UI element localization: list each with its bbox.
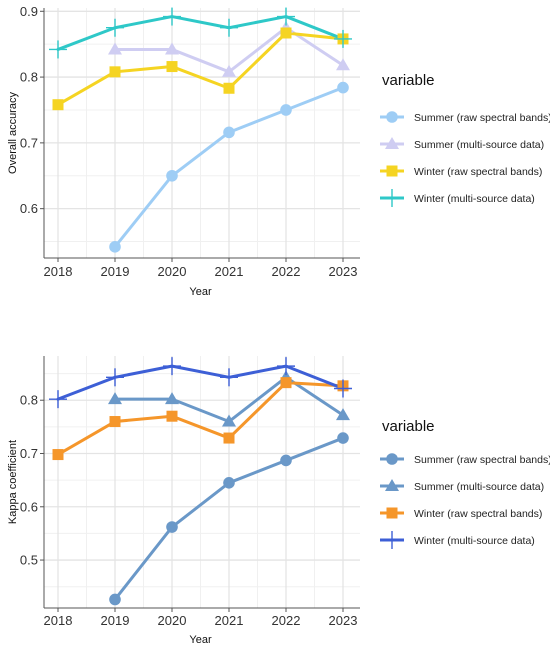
- data-point-1: [166, 169, 178, 182]
- data-point-1: [166, 521, 178, 533]
- data-point-1: [280, 104, 292, 116]
- x-tick-label: 2020: [158, 613, 187, 628]
- data-point-3: [109, 66, 121, 78]
- data-point-2: [108, 392, 122, 405]
- legend-title: variable: [382, 72, 435, 89]
- x-tick-label: 2018: [44, 264, 73, 279]
- series-line-3: [56, 31, 345, 107]
- data-point-3: [166, 410, 178, 422]
- chart-panel-1: 2018 2019 2020 2021 2022 2023 0.6 0.7 0.8 0.9 Year…: [7, 4, 550, 298]
- data-point-2: [336, 58, 350, 71]
- data-point-1: [223, 126, 235, 139]
- x-tick-label: 2023: [329, 264, 358, 279]
- data-point-1: [337, 81, 349, 94]
- data-point-3: [223, 82, 235, 94]
- data-point-1: [337, 432, 349, 444]
- series-line-4: [56, 364, 345, 401]
- legend-key-marker: [386, 111, 398, 123]
- legend-key-marker: [386, 453, 398, 465]
- data-point-1: [109, 593, 121, 606]
- series-line-4: [56, 15, 345, 51]
- y-tick-label: 0.7: [20, 446, 38, 461]
- y-tick-label: 0.8: [20, 70, 38, 85]
- legend-label: Summer (raw spectral bands): [414, 112, 550, 124]
- data-point-2: [165, 392, 179, 405]
- data-point-3: [280, 27, 292, 39]
- x-tick-label: 2023: [329, 613, 358, 628]
- x-tick-label: 2022: [272, 264, 301, 279]
- x-tick-label: 2022: [272, 613, 301, 628]
- series-line-3: [56, 381, 345, 457]
- x-tick-label: 2019: [101, 613, 130, 628]
- data-point-2: [336, 408, 350, 421]
- data-point-3: [52, 99, 64, 111]
- data-point-2: [222, 64, 236, 77]
- legend-label: Winter (multi-source data): [414, 193, 535, 205]
- legend-label: Winter (raw spectral bands): [414, 508, 542, 520]
- plot-background: [44, 356, 360, 608]
- legend-key-marker: [385, 479, 399, 491]
- data-point-3: [223, 432, 235, 444]
- legend-label: Summer (multi-source data): [414, 481, 544, 493]
- y-tick-label: 0.6: [20, 499, 38, 514]
- y-axis-title: Overall accuracy: [7, 92, 19, 174]
- legend-key-marker: [386, 507, 398, 519]
- x-axis-title: Year: [189, 634, 212, 646]
- data-point-3: [109, 416, 121, 428]
- data-point-1: [109, 241, 121, 253]
- x-tick-label: 2018: [44, 613, 73, 628]
- x-tick-label: 2021: [215, 613, 244, 628]
- chart-panel-2: 2018 2019 2020 2021 2022 2023 0.5 0.6 0.7 0.8 Year…: [7, 356, 550, 646]
- y-tick-label: 0.9: [20, 4, 38, 19]
- legend-label: Summer (raw spectral bands): [414, 454, 550, 466]
- data-point-3: [280, 377, 292, 389]
- legend-key-marker: [386, 165, 398, 177]
- data-point-2: [222, 414, 236, 427]
- data-point-2: [165, 42, 179, 55]
- y-tick-label: 0.6: [20, 201, 38, 216]
- data-point-1: [280, 454, 292, 467]
- legend-title: variable: [382, 418, 435, 435]
- data-point-2: [108, 42, 122, 55]
- data-point-1: [223, 476, 235, 489]
- legend-label: Winter (raw spectral bands): [414, 166, 542, 178]
- y-tick-label: 0.8: [20, 393, 38, 408]
- data-point-3: [52, 449, 64, 461]
- x-tick-label: 2020: [158, 264, 187, 279]
- x-tick-label: 2021: [215, 264, 244, 279]
- x-tick-label: 2019: [101, 264, 130, 279]
- legend-label: Summer (multi-source data): [414, 139, 544, 151]
- y-tick-label: 0.5: [20, 553, 38, 568]
- legend-label: Winter (multi-source data): [414, 535, 535, 547]
- y-tick-label: 0.7: [20, 135, 38, 150]
- y-axis-title: Kappa coefficient: [7, 440, 19, 524]
- legend-key-marker: [385, 137, 399, 149]
- x-axis-title: Year: [189, 286, 212, 298]
- data-point-3: [166, 61, 178, 73]
- plot-background: [44, 8, 360, 258]
